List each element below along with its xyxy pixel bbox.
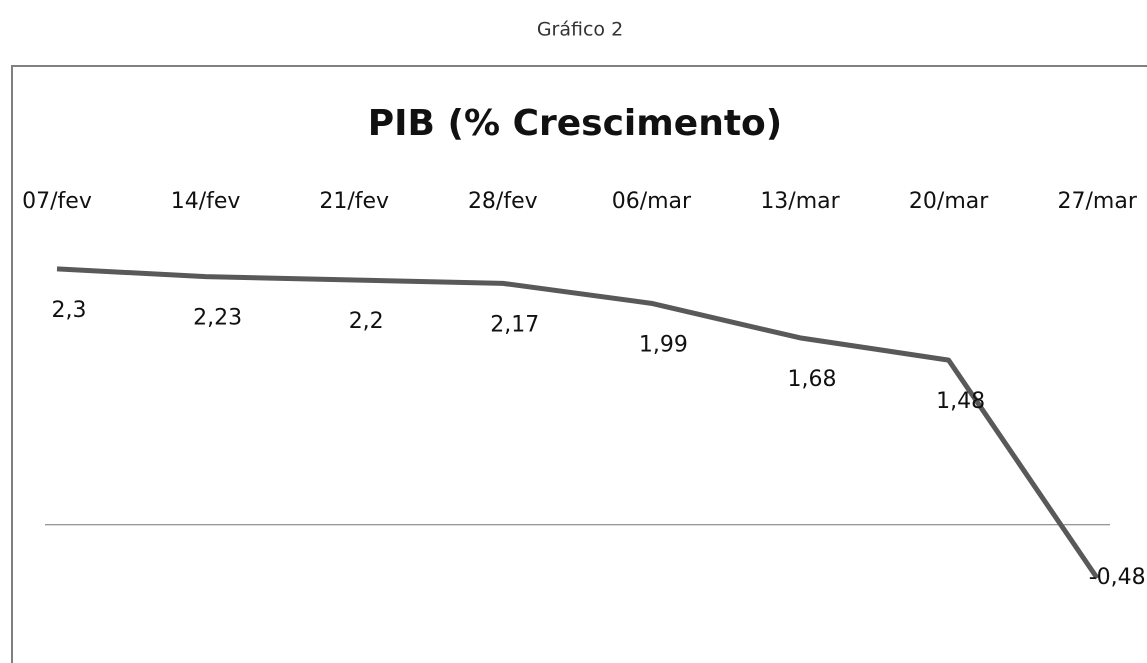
chart-frame	[11, 65, 1147, 663]
x-tick-label: 20/mar	[909, 189, 989, 214]
x-tick-label: 14/fev	[171, 189, 241, 214]
data-label: 1,48	[936, 389, 985, 414]
data-label: 2,17	[490, 312, 539, 337]
x-tick-label: 06/mar	[612, 189, 692, 214]
caption: Gráfico 2	[537, 19, 623, 41]
data-label: 2,3	[52, 298, 87, 323]
data-label: 1,99	[639, 332, 688, 357]
x-tick-label: 13/mar	[760, 189, 840, 214]
data-label: 2,23	[193, 306, 242, 331]
line	[56, 266, 1100, 580]
x-tick-label: 28/fev	[468, 189, 538, 214]
data-label: 1,68	[788, 367, 837, 392]
x-tick-label: 21/fev	[319, 189, 389, 214]
data-label: 2,2	[349, 309, 384, 334]
data-label: -0,48	[1089, 565, 1146, 590]
x-tick-label: 27/mar	[1058, 189, 1138, 214]
chart-title: PIB (% Crescimento)	[368, 103, 782, 144]
x-tick-label: 07/fev	[22, 189, 92, 214]
